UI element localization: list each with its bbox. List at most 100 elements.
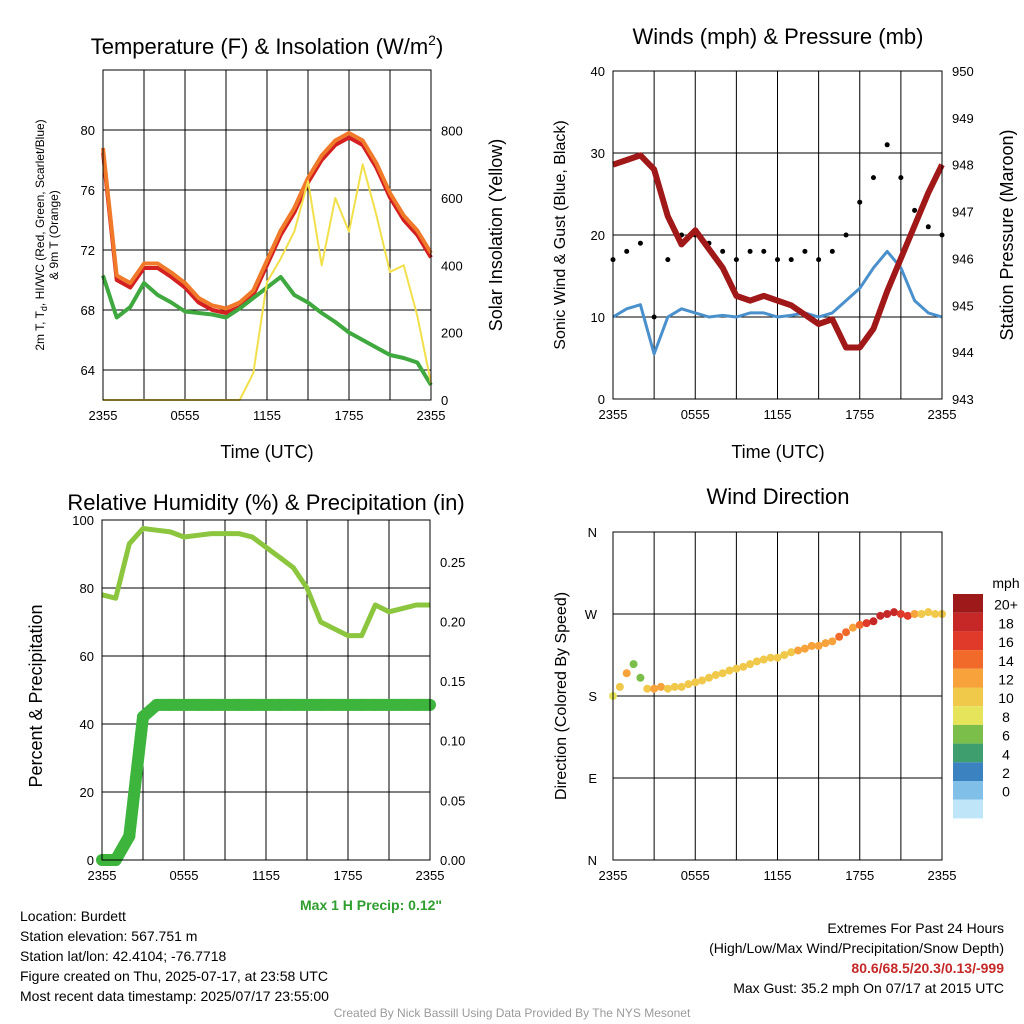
y-tick-label: W	[585, 607, 598, 622]
gust-point	[720, 248, 726, 254]
legend-swatch	[953, 706, 983, 725]
precipitation-point	[150, 698, 163, 711]
temperature-ylabel-line2: & 9m T (Orange)	[47, 190, 61, 280]
temperature-series-line	[101, 131, 433, 311]
direction-point	[773, 653, 782, 662]
credit-line: Created By Nick Bassill Using Data Provi…	[333, 1006, 691, 1020]
gust-point	[733, 257, 739, 263]
y-tick-label: E	[588, 771, 597, 786]
direction-point	[643, 684, 652, 693]
x-tick-label: 1755	[335, 408, 364, 423]
precipitation-point	[287, 698, 300, 711]
winds-plot-frame	[612, 70, 943, 400]
y-tick-label: N	[588, 853, 597, 868]
x-tick-label: 2355	[88, 868, 117, 883]
precipitation-point	[164, 698, 177, 711]
direction-point	[800, 644, 809, 653]
direction-point	[704, 673, 713, 682]
y-tick-label: 20	[591, 228, 605, 243]
legend-swatch	[953, 687, 983, 707]
precipitation-point	[342, 698, 354, 711]
precipitation-point	[205, 698, 218, 711]
temperature-grid	[103, 70, 431, 400]
direction-point	[636, 673, 645, 682]
station-latlon: Station lat/lon: 42.4104; -76.7718	[20, 948, 227, 964]
gust-point	[775, 257, 780, 263]
direction-point	[794, 646, 803, 655]
y-tick-label: 60	[80, 649, 94, 664]
gust-point	[870, 175, 876, 181]
y-tick-label: 0	[598, 392, 605, 407]
precipitation-point	[137, 710, 149, 723]
winds-title: Winds (mph) & Pressure (mb)	[633, 24, 924, 49]
precipitation-point	[273, 698, 286, 711]
direction-grid	[613, 532, 942, 860]
legend-label: 14	[998, 653, 1014, 669]
humidity-chart: Relative Humidity (%) & Precipitation (i…	[26, 490, 465, 883]
speed-legend: 20+ 18 16 14 12 10 8 6 4 2 0	[953, 594, 1018, 819]
legend-swatch	[953, 668, 983, 688]
winds-xlabel: Time (UTC)	[731, 442, 824, 462]
x-tick-label: 1755	[845, 868, 874, 883]
direction-point	[924, 608, 933, 617]
direction-point	[862, 619, 871, 628]
x-tick-label: 0555	[171, 408, 200, 423]
legend-swatch	[953, 781, 983, 800]
gust-point	[761, 248, 767, 254]
legend-swatch	[953, 650, 983, 669]
x-tick-label: 1155	[253, 408, 281, 423]
direction-point	[876, 611, 885, 620]
max-precip-note: Max 1 H Precip: 0.12"	[300, 897, 443, 913]
y2-tick-label: 800	[441, 124, 463, 139]
gust-point	[857, 199, 863, 205]
y2-tick-label: 0.20	[440, 614, 465, 629]
direction-ylabel: Direction (Colored By Speed)	[553, 592, 570, 800]
y-tick-label: 76	[81, 183, 95, 198]
winds-chart: Winds (mph) & Pressure (mb) 2355 0555 1155…	[552, 24, 1017, 462]
direction-point	[807, 641, 816, 650]
y-tick-label: 40	[80, 717, 94, 732]
y2-tick-label: 0.15	[440, 674, 465, 689]
direction-point	[910, 610, 919, 618]
direction-point	[663, 684, 672, 693]
y-tick-label: 40	[591, 64, 605, 79]
humidity-line	[101, 526, 430, 639]
y-tick-label: 0	[87, 853, 94, 868]
gust-point	[665, 257, 671, 263]
gust-point	[816, 257, 822, 263]
precipitation-point	[246, 698, 259, 711]
speed-legend-title: mph	[992, 575, 1019, 591]
pressure-line	[612, 152, 945, 351]
y2-tick-label: 0.25	[440, 555, 465, 570]
gust-point	[925, 224, 931, 230]
direction-point	[718, 669, 727, 678]
precipitation-point	[369, 698, 382, 711]
y2-tick-label: 944	[952, 345, 974, 360]
gust-point	[637, 240, 643, 246]
gust-point	[912, 207, 918, 213]
wind-speed-line	[612, 249, 943, 356]
y-tick-label: 20	[80, 785, 94, 800]
legend-swatch	[953, 724, 983, 744]
precipitation-point	[191, 698, 204, 711]
winds-ticks: 2355 0555 1155 1755 235501020304094394494594…	[591, 64, 974, 422]
precipitation-point	[328, 698, 341, 711]
direction-point	[656, 682, 665, 691]
recent-timestamp: Most recent data timestamp: 2025/07/17 2…	[20, 988, 329, 1004]
legend-label: 0	[1002, 784, 1010, 800]
direction-point	[677, 682, 686, 691]
direction-point	[739, 662, 748, 671]
x-tick-label: 2355	[417, 408, 446, 423]
direction-point	[883, 610, 892, 618]
temperature-title: Temperature (F) & Insolation (W/m2)	[91, 32, 444, 59]
y2-tick-label: 0.10	[440, 734, 465, 749]
direction-point	[698, 676, 707, 685]
temperature-xlabel: Time (UTC)	[220, 442, 313, 462]
winds-ylabel: Sonic Wind & Gust (Blue, Black)	[552, 120, 569, 349]
gust-point	[884, 142, 890, 148]
direction-point	[787, 648, 796, 657]
direction-point	[896, 610, 905, 618]
legend-label: 18	[998, 615, 1014, 631]
legend-label: 10	[998, 690, 1014, 706]
figure-created: Figure created on Thu, 2025-07-17, at 23…	[20, 968, 328, 984]
